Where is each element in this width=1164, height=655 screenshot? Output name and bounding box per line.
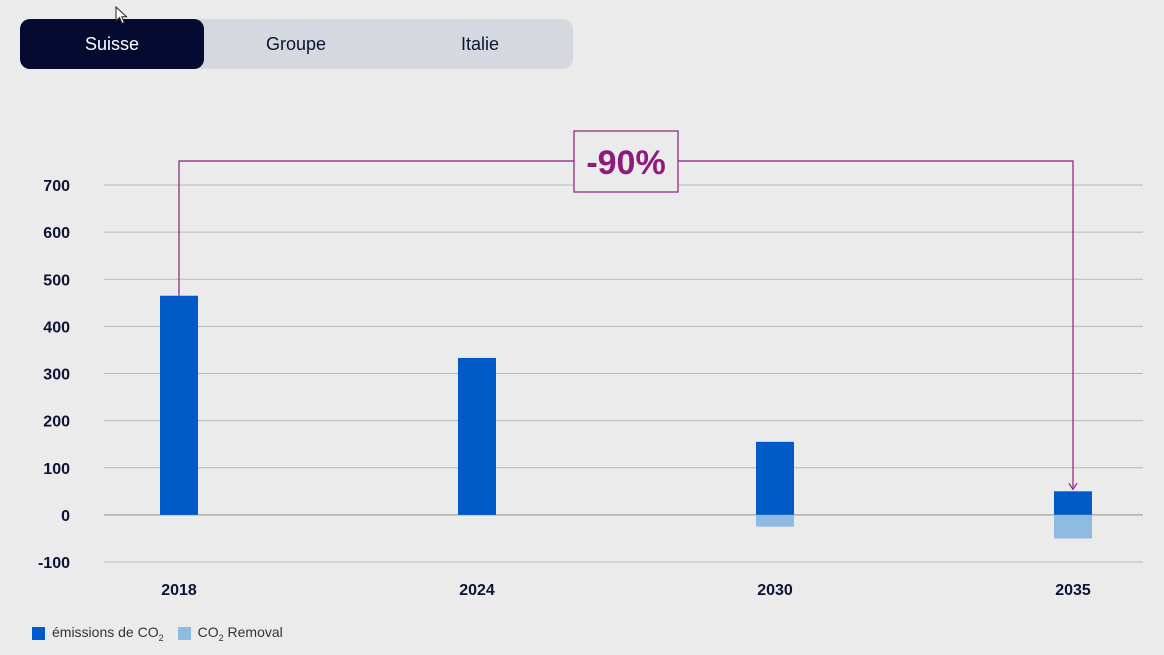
reduction-label: -90% [586, 144, 665, 182]
tab-italie[interactable]: Italie [460, 33, 500, 54]
y-tick-label: 700 [43, 178, 70, 195]
bar-emissions [756, 441, 794, 515]
x-tick-label: 2024 [459, 582, 495, 599]
bar-removal [1054, 514, 1092, 539]
bar-emissions [160, 295, 198, 515]
y-tick-label: 200 [43, 414, 70, 431]
legend-label-removal: CO2 Removal [197, 624, 283, 643]
y-tick-label: -100 [38, 555, 70, 572]
emissions-chart: 700 600 500 400 300 200 100 0 -100 2018 2024 2030 20… [38, 130, 1143, 599]
reduction-badge [573, 130, 679, 193]
legend: émissions de CO2 CO2 Removal [32, 624, 283, 643]
legend-swatch-emissions [32, 626, 45, 640]
mouse-cursor-icon [115, 6, 128, 25]
legend-swatch-removal [177, 626, 191, 640]
y-tick-label: 0 [61, 508, 70, 525]
x-tick-label: 2018 [161, 582, 197, 599]
y-tick-label: 100 [43, 461, 70, 478]
reduction-bracket [178, 160, 1074, 488]
y-tick-label: 600 [43, 225, 70, 242]
y-tick-label: 400 [43, 319, 70, 336]
legend-item-emissions: émissions de CO2 [32, 624, 164, 643]
legend-item-removal: CO2 Removal [177, 624, 283, 643]
y-tick-label: 500 [43, 272, 70, 289]
bar-emissions [458, 357, 496, 515]
y-tick-label: 300 [43, 367, 70, 384]
bar-emissions [1054, 491, 1092, 515]
x-tick-label: 2030 [757, 582, 793, 599]
arrowhead-icon [1068, 482, 1078, 491]
tab-suisse[interactable]: Suisse [20, 19, 204, 69]
bar-removal [756, 514, 794, 527]
legend-label-emissions: émissions de CO2 [52, 624, 164, 643]
tab-groupe[interactable]: Groupe [265, 33, 327, 54]
x-tick-label: 2035 [1055, 582, 1091, 599]
region-tabs: Suisse Groupe Italie [20, 19, 573, 69]
